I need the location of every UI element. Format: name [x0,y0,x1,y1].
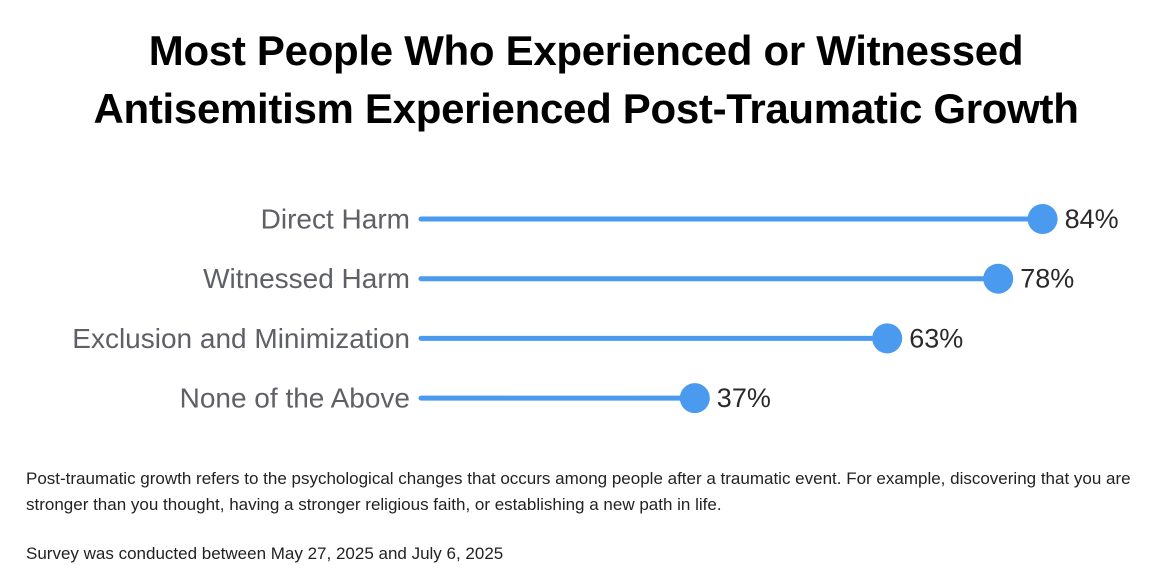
value-label-direct-harm: 84% [1065,204,1119,234]
category-label-exclusion-and-minimization: Exclusion and Minimization [72,323,410,354]
bar-dot-direct-harm [1027,204,1058,234]
category-label-none-of-the-above: None of the Above [180,383,410,414]
category-label-witnessed-harm: Witnessed Harm [203,263,410,294]
lollipop-chart: Direct Harm 84% Witnessed Harm 78% Exclusion… [72,204,1119,414]
bar-dot-witnessed-harm [983,263,1014,294]
bar-dot-exclusion-and-minimization [872,323,903,354]
value-label-witnessed-harm: 78% [1020,264,1074,294]
value-label-none-of-the-above: 37% [717,383,771,413]
category-label-direct-harm: Direct Harm [261,204,410,235]
definition-note: Post-traumatic growth refers to the psyc… [26,469,1131,514]
bar-dot-none-of-the-above [679,383,710,414]
chart-title: Most People Who Experienced or Witnessed… [0,22,1172,138]
chart-title-line-2: Antisemitism Experienced Post-Traumatic … [93,85,1079,132]
survey-dates-note: Survey was conducted between May 27, 202… [26,544,504,563]
chart-title-line-1: Most People Who Experienced or Witnessed [148,27,1024,74]
value-label-exclusion-and-minimization: 63% [909,323,963,353]
